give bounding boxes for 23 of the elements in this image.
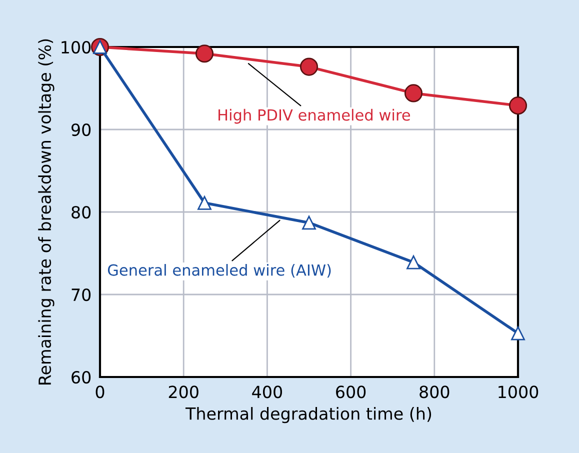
- series-label: High PDIV enameled wire: [218, 108, 410, 124]
- x-axis-title: Thermal degradation time (h): [185, 407, 432, 424]
- x-tick-label: 800: [420, 386, 450, 398]
- y-tick-label: 60: [72, 370, 91, 384]
- x-tick-label: 0: [96, 386, 104, 398]
- point: [404, 84, 423, 102]
- point: [198, 196, 212, 210]
- x-tick-label: 1000: [498, 386, 538, 398]
- point: [511, 326, 525, 340]
- point: [406, 255, 420, 270]
- y-tick-label: 80: [72, 206, 91, 219]
- y-tick-label: 90: [72, 123, 91, 136]
- y-tick-label: 70: [72, 288, 91, 302]
- y-axis-title: Remaining rate of breakdown voltage (%): [38, 39, 54, 384]
- x-tick-label: 600: [336, 386, 366, 398]
- point: [195, 44, 214, 63]
- y-tick-label: 100: [62, 40, 91, 54]
- x-tick-label: 200: [168, 386, 198, 398]
- x-tick-label: 400: [252, 386, 282, 398]
- point: [300, 58, 318, 76]
- point: [508, 96, 528, 115]
- point: [302, 216, 316, 230]
- text: General enameled wire (AIW): [108, 264, 331, 278]
